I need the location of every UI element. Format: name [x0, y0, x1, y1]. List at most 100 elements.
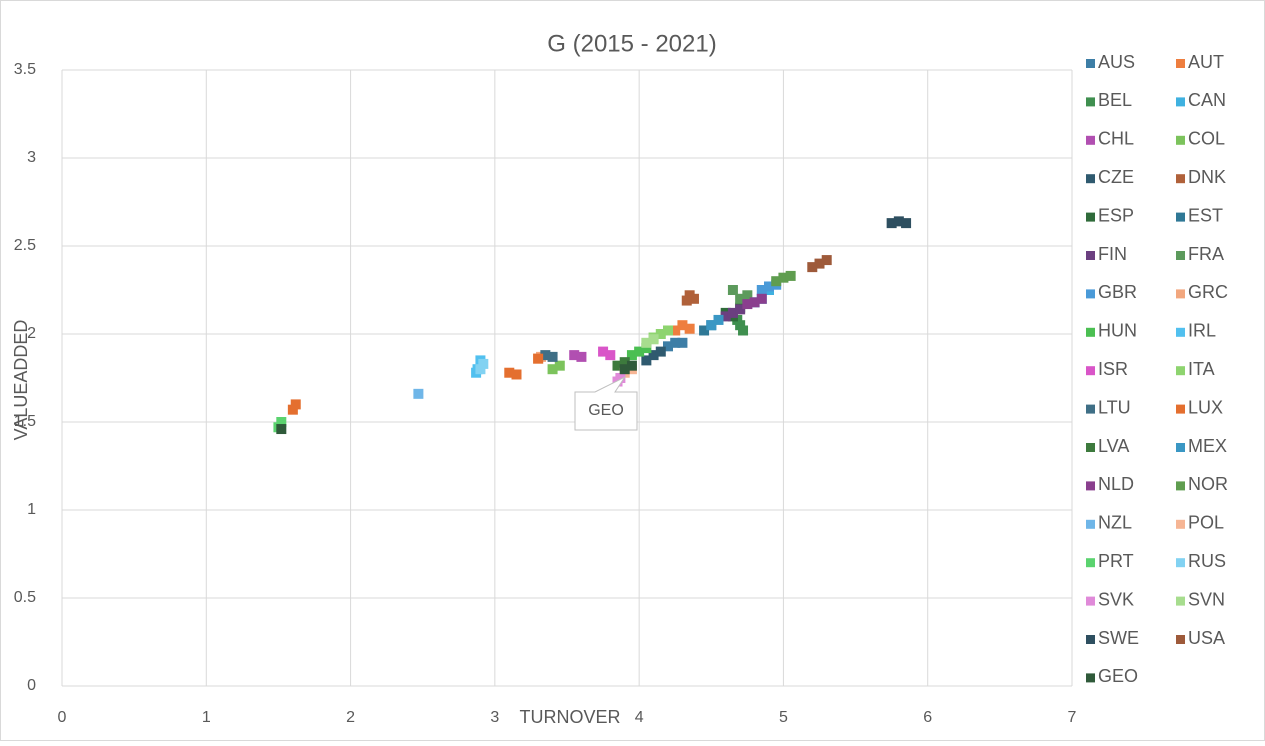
legend-marker [1176, 558, 1185, 568]
legend-marker [1176, 596, 1185, 606]
legend-label: GBR [1098, 282, 1137, 302]
point [276, 417, 287, 427]
legend-marker [1176, 59, 1185, 68]
legend-marker [1176, 327, 1185, 337]
point [901, 218, 912, 229]
legend-label: DNK [1188, 167, 1226, 187]
legend-label: MEX [1188, 436, 1227, 456]
legend-label: COL [1188, 129, 1225, 149]
legend-marker [1176, 174, 1185, 184]
legend-label: POL [1188, 513, 1224, 533]
point [413, 388, 424, 399]
legend-label: USA [1188, 628, 1225, 648]
legend-label: LTU [1098, 397, 1131, 417]
point [735, 293, 746, 304]
y-tick-label: 3 [27, 149, 36, 166]
point [598, 346, 609, 357]
legend-marker [1086, 596, 1095, 606]
point [727, 307, 738, 318]
point [706, 320, 717, 331]
point [547, 364, 558, 375]
legend-marker [1086, 174, 1095, 184]
point [554, 360, 565, 371]
point [814, 258, 825, 269]
point [641, 343, 652, 354]
legend-label: EST [1188, 205, 1223, 225]
legend-label: PRT [1098, 551, 1134, 571]
point [641, 355, 652, 366]
legend-label: CAN [1188, 90, 1226, 110]
point [713, 314, 724, 325]
point [276, 424, 287, 435]
point [655, 346, 666, 357]
legend-label: IRL [1188, 321, 1216, 341]
point [290, 399, 301, 410]
point [540, 350, 551, 361]
legend-marker [1086, 366, 1095, 376]
legend-label: BEL [1098, 90, 1132, 110]
point [619, 357, 630, 368]
point [756, 293, 767, 304]
point [749, 297, 760, 308]
legend-label: GRC [1188, 282, 1228, 302]
legend-marker [1176, 251, 1185, 260]
legend-marker [1176, 366, 1185, 376]
point [681, 295, 692, 306]
legend-marker [1176, 481, 1185, 491]
y-tick-label: 3.5 [14, 61, 36, 78]
point [742, 290, 753, 301]
point [699, 325, 710, 336]
legend-label: SVN [1188, 589, 1225, 609]
point [547, 351, 558, 362]
legend-label: NLD [1098, 474, 1134, 494]
point [634, 346, 645, 357]
legend-marker [1086, 289, 1095, 299]
legend-label: SVK [1098, 589, 1134, 609]
point [612, 360, 623, 371]
point [720, 311, 731, 322]
point [688, 293, 699, 304]
point [764, 281, 774, 292]
legend-marker [1086, 97, 1095, 107]
x-axis-label: TURNOVER [519, 707, 620, 727]
legend-label: HUN [1098, 321, 1137, 341]
legend-marker [1086, 212, 1095, 222]
legend-marker [1086, 251, 1095, 260]
legend-marker [1086, 635, 1095, 644]
point [641, 337, 652, 348]
annotation-box [574, 375, 638, 431]
x-tick-label: 6 [923, 709, 932, 726]
point [684, 323, 695, 334]
legend-marker [1176, 404, 1185, 414]
point [504, 367, 515, 378]
legend-label: FRA [1188, 244, 1224, 264]
legend-marker [1176, 289, 1185, 299]
legend-label: ITA [1188, 359, 1215, 379]
point [670, 337, 681, 348]
legend-label: CHL [1098, 129, 1134, 149]
point [735, 320, 746, 331]
legend-marker [1176, 635, 1185, 644]
legend-label: CZE [1098, 167, 1134, 187]
legend-marker [1176, 97, 1185, 107]
y-tick-label: 0.5 [14, 589, 36, 606]
legend-marker [1086, 327, 1095, 337]
point [655, 329, 666, 339]
point [771, 276, 782, 287]
point [727, 285, 738, 295]
legend-label: LUX [1188, 397, 1223, 417]
point [648, 350, 659, 361]
point [478, 358, 489, 369]
chart-title: G (2015 - 2021) [547, 30, 716, 57]
point [735, 304, 746, 315]
point [615, 373, 626, 383]
legend-label: NZL [1098, 513, 1132, 533]
legend-label: ESP [1098, 205, 1134, 225]
point [756, 285, 767, 295]
y-tick-label: 0 [27, 677, 36, 694]
point [626, 350, 637, 361]
point [511, 369, 522, 380]
legend-marker [1176, 443, 1185, 452]
